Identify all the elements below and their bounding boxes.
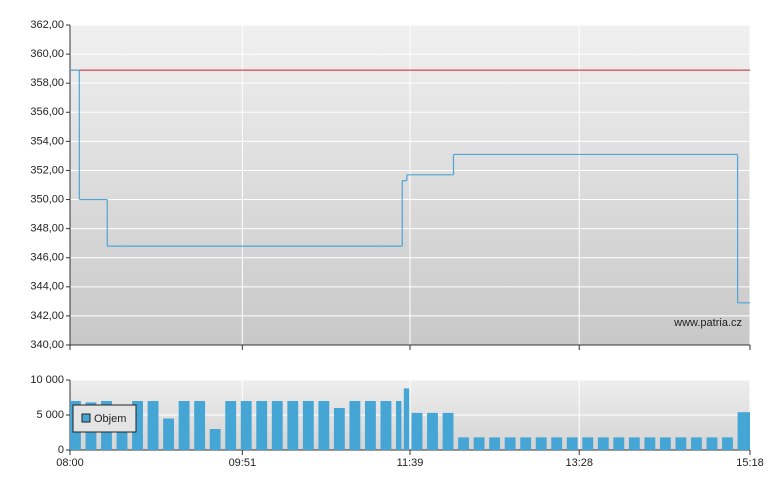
volume-bar: [209, 429, 221, 450]
watermark: www.patria.cz: [673, 317, 742, 329]
x-tick-label: 09:51: [229, 457, 257, 469]
volume-bar: [520, 437, 532, 450]
volume-bar: [473, 437, 485, 450]
y-tick-label: 346,00: [30, 252, 64, 264]
volume-bar: [333, 408, 345, 450]
volume-bar: [194, 401, 206, 450]
volume-bar: [722, 437, 733, 450]
y-tick-label: 358,00: [30, 77, 64, 89]
volume-bar: [411, 412, 423, 450]
x-tick-label: 11:39: [397, 457, 424, 469]
volume-bar: [675, 437, 687, 450]
volume-bar: [403, 388, 410, 450]
volume-bar: [163, 418, 175, 450]
volume-bar: [287, 401, 299, 450]
volume-bar: [147, 401, 159, 450]
volume-bar: [116, 432, 128, 450]
x-tick-label: 13:28: [565, 457, 593, 469]
volume-bar: [396, 401, 402, 450]
y-tick-label: 0: [58, 444, 64, 456]
volume-bar: [349, 401, 361, 450]
y-tick-label: 356,00: [30, 106, 64, 118]
legend-box: [72, 404, 137, 433]
volume-bar: [240, 401, 252, 450]
legend-label: Objem: [94, 413, 126, 425]
volume-bar: [597, 437, 609, 450]
y-tick-label: 348,00: [30, 223, 64, 235]
volume-bar: [442, 412, 454, 450]
volume-bar: [256, 401, 268, 450]
volume-bar: [659, 437, 671, 450]
y-tick-label: 342,00: [30, 310, 64, 322]
x-tick-label: 15:18: [736, 457, 764, 469]
volume-bar: [458, 437, 469, 450]
volume-bar: [535, 437, 547, 450]
y-tick-label: 350,00: [30, 193, 64, 205]
y-tick-label: 362,00: [30, 19, 64, 31]
volume-bar: [271, 401, 283, 450]
volume-bar: [504, 437, 516, 450]
volume-bar: [628, 437, 640, 450]
volume-bar: [380, 401, 392, 450]
volume-bar: [551, 437, 563, 450]
volume-bar: [613, 437, 625, 450]
volume-bar: [318, 401, 330, 450]
volume-bar: [566, 437, 578, 450]
volume-bar: [644, 437, 656, 450]
volume-bar: [582, 437, 594, 450]
legend-swatch: [81, 413, 91, 423]
y-tick-label: 360,00: [30, 48, 64, 60]
volume-bar: [691, 437, 702, 450]
volume-bar: [737, 412, 750, 450]
y-tick-label: 5 000: [36, 409, 64, 421]
volume-bar: [132, 401, 143, 450]
y-tick-label: 354,00: [30, 135, 64, 147]
volume-bar: [302, 401, 314, 450]
volume-bar: [489, 437, 501, 450]
y-tick-label: 352,00: [30, 164, 64, 176]
y-tick-label: 344,00: [30, 281, 64, 293]
volume-bar: [427, 412, 438, 450]
y-tick-label: 10 000: [30, 374, 64, 386]
volume-bar: [364, 401, 376, 450]
y-tick-label: 340,00: [30, 339, 64, 351]
volume-bar: [706, 437, 718, 450]
x-tick-label: 08:00: [56, 457, 84, 469]
volume-bar: [225, 401, 237, 450]
volume-bar: [178, 401, 190, 450]
